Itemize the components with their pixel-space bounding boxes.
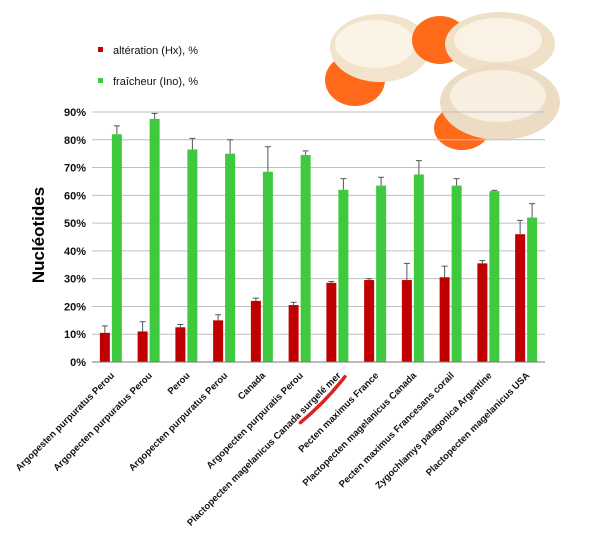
bar-alteration: [515, 234, 526, 362]
y-tick-label: 20%: [64, 301, 86, 313]
legend-swatch-fraicheur: [98, 78, 103, 83]
x-tick-label: Perou: [166, 370, 193, 397]
gridlines: [92, 111, 545, 335]
bar-alteration: [326, 282, 337, 362]
bars: [99, 118, 538, 362]
bar-alteration: [439, 277, 450, 362]
bar-alteration: [175, 327, 186, 362]
y-tick-label: 50%: [64, 218, 86, 230]
bar-fraicheur: [489, 191, 500, 362]
bar-fraicheur: [527, 217, 538, 362]
bar-alteration: [401, 280, 412, 362]
y-tick-label: 40%: [64, 246, 86, 258]
bar-fraicheur: [451, 185, 462, 362]
y-tick-label: 80%: [64, 135, 86, 147]
bar-alteration: [99, 332, 110, 362]
y-tick-label: 30%: [64, 274, 86, 286]
bar-fraicheur: [187, 149, 198, 362]
y-tick-label: 60%: [64, 190, 86, 202]
scallops-photo: [325, 12, 560, 150]
bar-fraicheur: [225, 153, 236, 362]
legend-swatch-alteration: [98, 47, 103, 52]
bar-alteration: [364, 280, 375, 362]
bar-fraicheur: [338, 189, 349, 362]
legend: altération (Hx), % fraîcheur (Ino), %: [98, 45, 198, 88]
bar-alteration: [288, 305, 299, 362]
error-bars: [101, 112, 536, 333]
bar-fraicheur: [262, 171, 273, 362]
y-axis-label: Nucléotides: [29, 187, 48, 283]
highlight-underline: [298, 374, 347, 425]
bar-alteration: [250, 300, 261, 362]
y-tick-label: 70%: [64, 163, 86, 175]
bar-fraicheur: [149, 118, 160, 362]
bar-fraicheur: [376, 185, 387, 362]
legend-label-fraicheur: fraîcheur (Ino), %: [113, 76, 198, 88]
legend-label-alteration: altération (Hx), %: [113, 45, 198, 57]
x-tick-label: Canada: [236, 370, 269, 403]
bar-fraicheur: [413, 174, 424, 362]
y-tick-label: 0%: [70, 357, 86, 369]
bar-alteration: [477, 263, 488, 362]
y-tick-labels: 0% 10% 20% 30% 40% 50% 60% 70% 80% 90%: [64, 107, 86, 369]
y-tick-label: 10%: [64, 329, 86, 341]
bar-alteration: [137, 331, 148, 362]
bar-fraicheur: [111, 134, 122, 362]
bar-alteration: [213, 320, 224, 362]
bar-fraicheur: [300, 155, 311, 362]
y-tick-label: 90%: [64, 107, 86, 119]
